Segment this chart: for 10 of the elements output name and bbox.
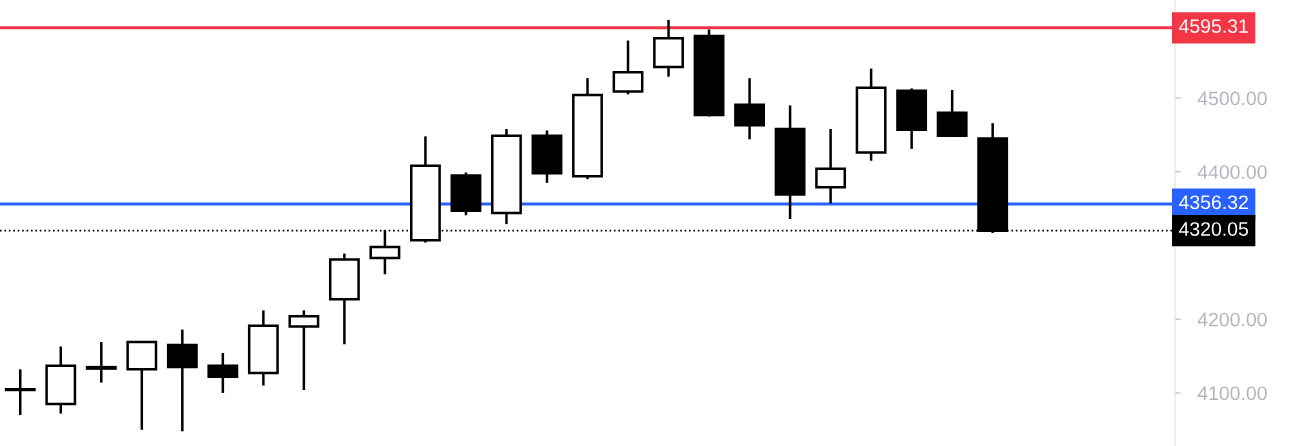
y-tick-label: 4200.00 [1197,312,1267,327]
ref-line-label: 4320.05 [1178,222,1248,236]
y-tick-label: 4100.00 [1197,386,1267,401]
ref-line-label: 4356.32 [1178,195,1248,210]
candlestick [85,340,117,384]
candlestick [288,309,320,392]
y-tick-label: 4400.00 [1197,165,1267,179]
ref-line-label: 4595.31 [1178,19,1248,33]
candlestick [4,368,36,417]
y-tick-label: 4500.00 [1197,91,1267,106]
